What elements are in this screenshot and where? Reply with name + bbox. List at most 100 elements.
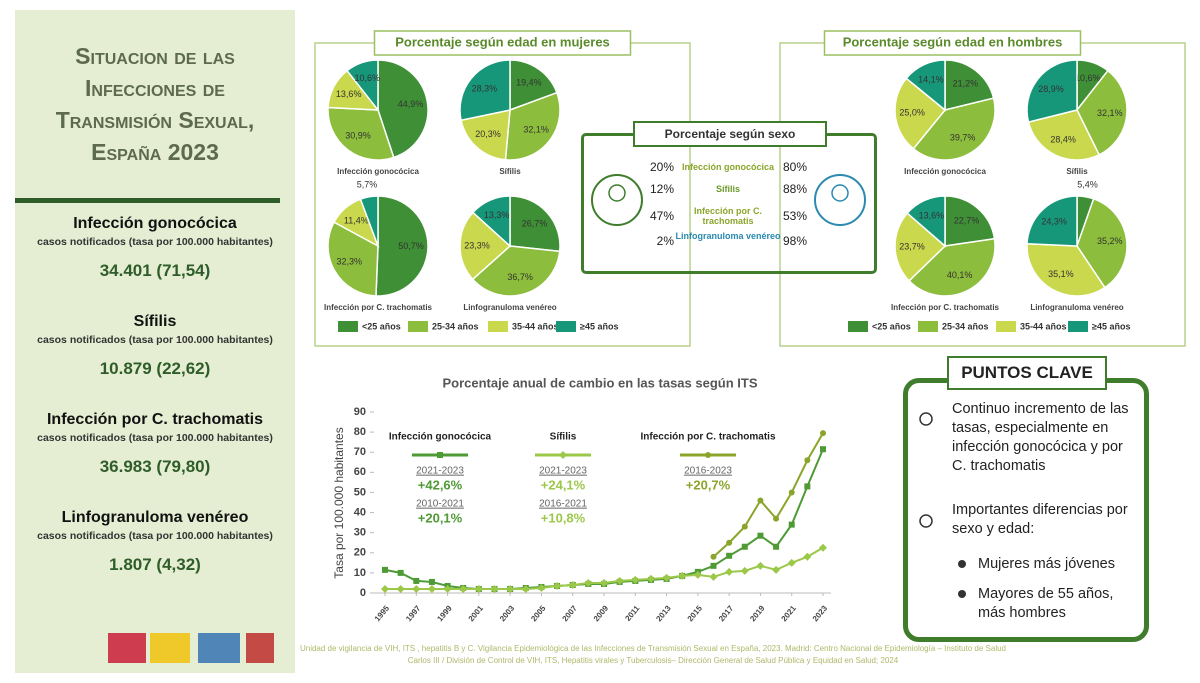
disease-name: Infección por C. trachomatis [693, 206, 762, 226]
pie-slice [1076, 197, 1128, 289]
change-label: +20,1% [418, 510, 463, 525]
y-tick-label: 0 [360, 587, 366, 599]
pie-label: Sífilis [499, 167, 521, 176]
pie-label: Linfogranuloma venéreo [463, 303, 556, 312]
marker [412, 584, 421, 593]
pie-slice [905, 59, 946, 112]
y-tick-label: 70 [354, 446, 366, 458]
pie-slice [1027, 109, 1101, 161]
slice-label: 13,6% [919, 210, 945, 220]
marker [490, 584, 499, 593]
marker [506, 584, 515, 593]
legend-swatch [408, 321, 428, 332]
marker [709, 572, 718, 581]
pie-slice [471, 245, 561, 297]
marker [726, 539, 733, 546]
man-head [831, 184, 849, 202]
x-tick-label: 2013 [654, 603, 673, 623]
pie-label: Infección gonocócica [337, 167, 419, 176]
legend-label: ≥45 años [1092, 321, 1130, 331]
logo [246, 633, 274, 663]
period-label: 2010-2021 [416, 499, 464, 510]
slice-label: 14,1% [918, 75, 944, 85]
legend-label: <25 años [872, 321, 911, 331]
key-point: Continuo incremento de las tasas, especi… [952, 401, 1129, 474]
marker [662, 573, 671, 582]
legend-label: Infección por C. trachomatis [640, 432, 775, 443]
men-pct: 88% [783, 182, 808, 196]
slice-label: 23,7% [899, 241, 925, 251]
panel-title: Porcentaje según edad en mujeres [395, 34, 610, 49]
marker [646, 574, 655, 583]
marker [521, 584, 530, 593]
legend-swatch [1068, 321, 1088, 332]
marker [443, 584, 452, 593]
pie-slice [894, 212, 947, 282]
pie-slice [327, 106, 395, 161]
women-pct: 2% [656, 234, 674, 248]
y-tick-label: 90 [354, 406, 366, 418]
key-sub-point: Mujeres más jóvenes [978, 556, 1115, 572]
bullet [919, 412, 933, 426]
legend-label: Infección gonocócica [389, 432, 492, 443]
item-note: casos notificados (tasa por 100.000 habi… [37, 432, 273, 444]
logo [150, 633, 190, 663]
y-tick-label: 40 [354, 506, 366, 518]
marker [568, 580, 577, 589]
item-value: 36.983 (79,80) [99, 457, 211, 476]
legend-label: Sífilis [550, 432, 577, 443]
footer: Unidad de vigilancia de VIH, ITS , hepat… [299, 644, 1007, 665]
x-tick-label: 2007 [561, 603, 580, 623]
slice-label: 35,1% [1048, 269, 1074, 279]
legend-swatch [848, 321, 868, 332]
pie-slice [1026, 195, 1078, 247]
marker [428, 578, 435, 585]
change-label: +24,1% [541, 477, 586, 492]
sidebar-item: Linfogranuloma venéreo casos notificados … [15, 509, 295, 575]
marker [741, 543, 748, 550]
slice-label: 28,4% [1050, 134, 1076, 144]
marker [710, 562, 717, 569]
x-tick-label: 2021 [780, 603, 799, 623]
y-tick-label: 50 [354, 486, 366, 498]
pie-slice [375, 195, 429, 297]
x-tick-label: 2015 [686, 603, 705, 623]
legend-label: 25-34 años [942, 321, 989, 331]
marker [600, 578, 608, 587]
marker [537, 583, 546, 592]
pie-slice [509, 59, 558, 112]
pie-slice [912, 97, 996, 161]
x-tick-label: 1997 [404, 603, 423, 623]
x-tick-label: 2005 [529, 603, 548, 623]
change-label: +42,6% [418, 477, 463, 492]
marker [726, 552, 733, 559]
pie-slice [460, 109, 511, 161]
marker [773, 543, 780, 550]
legend-swatch [918, 321, 938, 332]
marker [741, 523, 748, 530]
marker [819, 543, 827, 552]
y-tick-label: 10 [354, 567, 366, 579]
slice-label: 13,3% [484, 210, 510, 220]
pie-slice [894, 77, 947, 150]
panel-title: Porcentaje según edad en hombres [843, 34, 1063, 49]
pie-slice [906, 195, 946, 248]
marker [820, 446, 826, 453]
x-tick-label: 2011 [623, 603, 641, 623]
pie-slice [327, 221, 379, 297]
key-points-title: PUNTOS CLAVE [947, 356, 1107, 390]
slice-label: 26,7% [522, 218, 548, 228]
pie-slice [944, 195, 996, 247]
bullet [919, 514, 933, 528]
marker [788, 521, 795, 528]
marker [693, 570, 702, 579]
slice-label: 32,1% [523, 124, 549, 134]
legend-swatch [996, 321, 1016, 332]
slice-label: 23,3% [464, 240, 490, 250]
y-tick-label: 20 [354, 547, 366, 559]
men-pct: 98% [783, 234, 808, 248]
slice-label: 21,2% [953, 78, 979, 88]
period-label: 2016-2021 [539, 499, 587, 510]
sub-bullet [958, 560, 966, 568]
item-name: Linfogranuloma venéreo [61, 509, 249, 526]
